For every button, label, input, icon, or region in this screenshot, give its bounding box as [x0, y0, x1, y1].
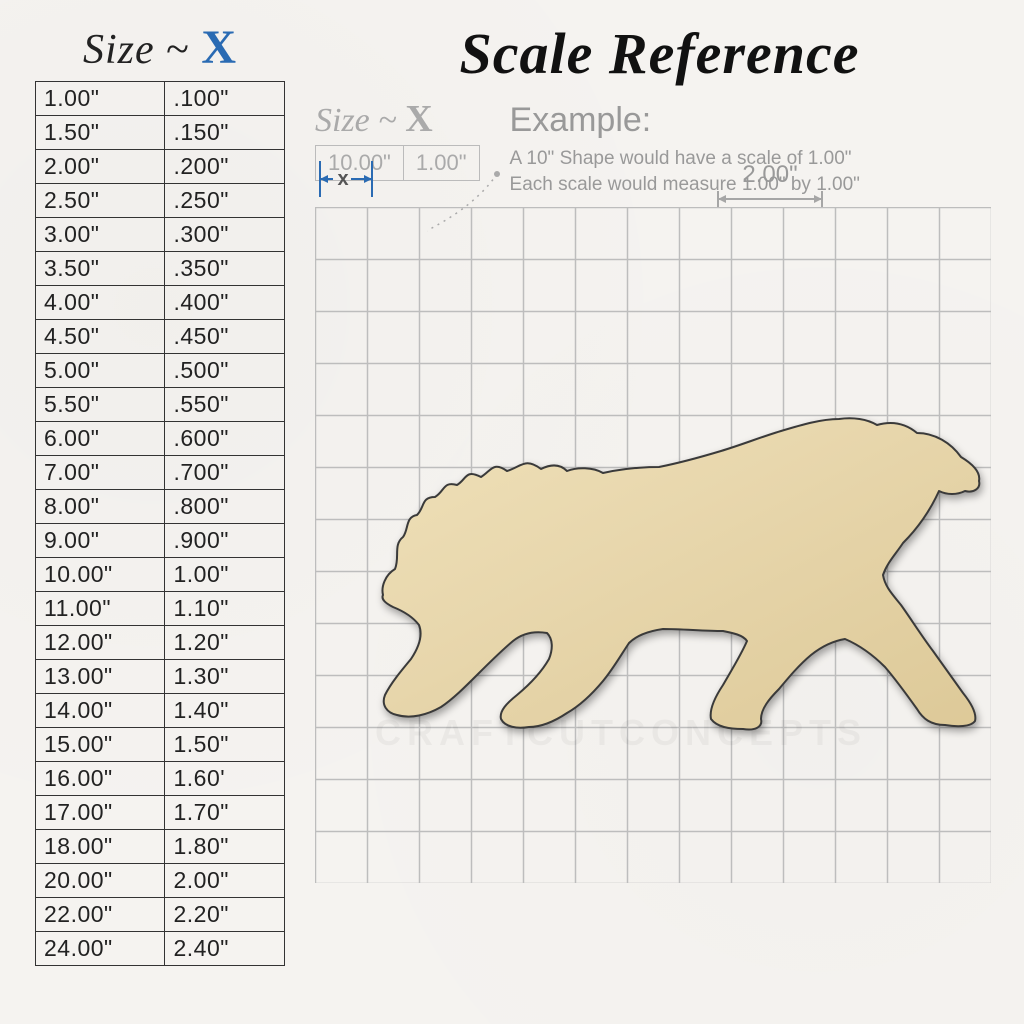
table-row: 14.00"1.40" [36, 694, 285, 728]
table-cell: .300" [165, 218, 285, 252]
table-cell: .800" [165, 490, 285, 524]
table-row: 20.00"2.00" [36, 864, 285, 898]
table-cell: 16.00" [36, 762, 165, 796]
table-cell: 1.60' [165, 762, 285, 796]
table-cell: 1.50" [36, 116, 165, 150]
table-cell: 1.10" [165, 592, 285, 626]
table-row: 10.00"1.00" [36, 558, 285, 592]
table-cell: 5.00" [36, 354, 165, 388]
table-row: 7.00".700" [36, 456, 285, 490]
table-cell: .900" [165, 524, 285, 558]
table-cell: .350" [165, 252, 285, 286]
size-header-x: X [201, 21, 237, 74]
size-table: 1.00".100"1.50".150"2.00".200"2.50".250"… [35, 81, 285, 966]
table-cell: 14.00" [36, 694, 165, 728]
left-column: Size ~ X 1.00".100"1.50".150"2.00".200"2… [35, 20, 285, 1004]
table-cell: 11.00" [36, 592, 165, 626]
table-cell: .700" [165, 456, 285, 490]
table-cell: 7.00" [36, 456, 165, 490]
table-cell: .400" [165, 286, 285, 320]
table-cell: 2.40" [165, 932, 285, 966]
table-cell: .600" [165, 422, 285, 456]
table-row: 1.00".100" [36, 82, 285, 116]
table-cell: 2.00" [165, 864, 285, 898]
table-cell: 3.00" [36, 218, 165, 252]
table-row: 5.50".550" [36, 388, 285, 422]
x-dimension-marker: x [311, 157, 381, 201]
table-cell: 4.00" [36, 286, 165, 320]
table-row: 8.00".800" [36, 490, 285, 524]
table-row: 24.00"2.40" [36, 932, 285, 966]
size-header-prefix: Size [83, 27, 155, 73]
table-cell: 24.00" [36, 932, 165, 966]
table-cell: 1.00" [36, 82, 165, 116]
table-row: 2.50".250" [36, 184, 285, 218]
table-cell: .200" [165, 150, 285, 184]
table-row: 17.00"1.70" [36, 796, 285, 830]
table-cell: 8.00" [36, 490, 165, 524]
table-cell: 1.70" [165, 796, 285, 830]
table-cell: 1.00" [165, 558, 285, 592]
table-cell: 9.00" [36, 524, 165, 558]
dog-silhouette [345, 397, 985, 797]
right-column: Scale Reference Size ~ X 10.00"1.00" Exa… [315, 20, 1004, 1004]
table-cell: 6.00" [36, 422, 165, 456]
size-header: Size ~ X [35, 20, 285, 75]
table-row: 2.00".200" [36, 150, 285, 184]
table-cell: 13.00" [36, 660, 165, 694]
table-row: 16.00"1.60' [36, 762, 285, 796]
table-cell: .450" [165, 320, 285, 354]
table-cell: 5.50" [36, 388, 165, 422]
size-header-dash: ~ [155, 27, 202, 73]
table-cell: 4.50" [36, 320, 165, 354]
mini-size-header: Size ~ X [315, 97, 480, 141]
table-cell: 17.00" [36, 796, 165, 830]
table-row: 4.50".450" [36, 320, 285, 354]
table-cell: 1.30" [165, 660, 285, 694]
table-cell: 2.00" [36, 150, 165, 184]
table-cell: .500" [165, 354, 285, 388]
table-cell: .550" [165, 388, 285, 422]
table-cell: 12.00" [36, 626, 165, 660]
table-cell: 22.00" [36, 898, 165, 932]
table-cell: 3.50" [36, 252, 165, 286]
table-row: 13.00"1.30" [36, 660, 285, 694]
table-cell: 2.20" [165, 898, 285, 932]
table-row: 3.00".300" [36, 218, 285, 252]
table-row: 12.00"1.20" [36, 626, 285, 660]
table-row: 11.00"1.10" [36, 592, 285, 626]
table-row: 4.00".400" [36, 286, 285, 320]
table-cell: 2.50" [36, 184, 165, 218]
table-row: 6.00".600" [36, 422, 285, 456]
table-cell: 15.00" [36, 728, 165, 762]
table-row: 22.00"2.20" [36, 898, 285, 932]
table-cell: 1.40" [165, 694, 285, 728]
table-row: 9.00".900" [36, 524, 285, 558]
table-row: 15.00"1.50" [36, 728, 285, 762]
table-row: 18.00"1.80" [36, 830, 285, 864]
example-heading: Example: [510, 101, 860, 140]
main-title: Scale Reference [315, 20, 1004, 87]
table-row: 3.50".350" [36, 252, 285, 286]
table-cell: 20.00" [36, 864, 165, 898]
table-cell: .250" [165, 184, 285, 218]
table-cell: .150" [165, 116, 285, 150]
table-row: 1.50".150" [36, 116, 285, 150]
table-cell: 10.00" [36, 558, 165, 592]
table-row: 5.00".500" [36, 354, 285, 388]
table-cell: 18.00" [36, 830, 165, 864]
two-inch-label: 2.00" [742, 161, 797, 188]
table-cell: 1.20" [165, 626, 285, 660]
table-cell: .100" [165, 82, 285, 116]
table-cell: 1.80" [165, 830, 285, 864]
svg-text:x: x [337, 168, 348, 190]
example-row: Size ~ X 10.00"1.00" Example: A 10" Shap… [315, 97, 1004, 197]
grid-area: x 2.00" CRAFTCUTCONCEPTS [315, 207, 1004, 883]
table-cell: 1.50" [165, 728, 285, 762]
two-inch-marker: 2.00" [695, 161, 845, 209]
